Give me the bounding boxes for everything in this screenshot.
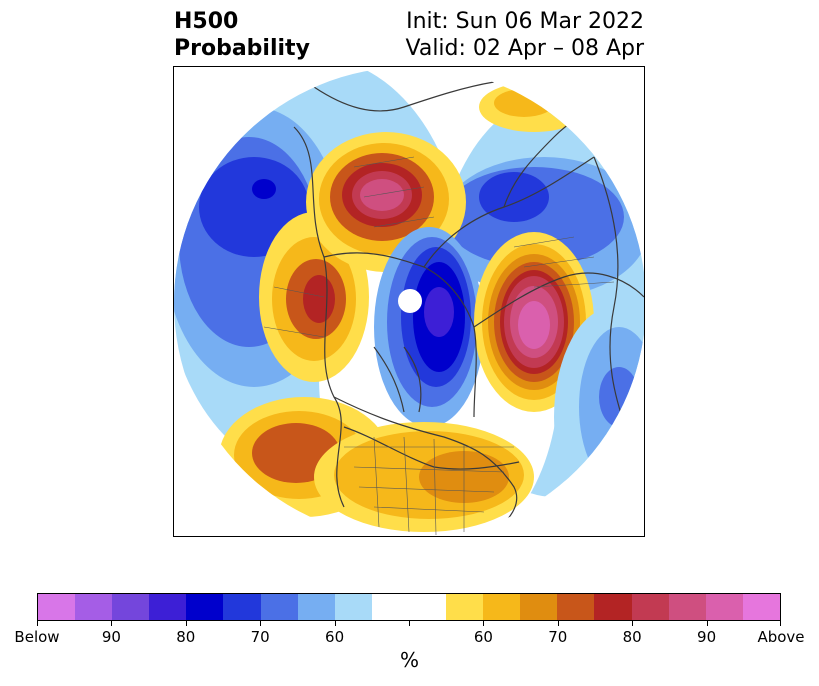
colorbar-swatch (742, 594, 780, 620)
colorbar-tick (334, 621, 336, 626)
colorbar-tick-label: 70 (250, 628, 270, 646)
colorbar-tick-label: 60 (473, 628, 493, 646)
colorbar-tick-label: Below (14, 628, 60, 646)
colorbar-swatch (371, 594, 409, 620)
colorbar-swatch (594, 594, 632, 620)
colorbar-tick-label: Above (757, 628, 805, 646)
chart-title: H500 Probability (174, 8, 310, 62)
colorbar-tick (632, 621, 634, 626)
polar-stereographic-map (174, 67, 644, 536)
colorbar-swatch (520, 594, 558, 620)
anomaly-above-eastern-us (314, 422, 534, 532)
colorbar-tick (557, 621, 559, 626)
colorbar-swatch (223, 594, 261, 620)
colorbar-tick (706, 621, 708, 626)
colorbar-ticks (37, 621, 781, 627)
colorbar-swatch (483, 594, 521, 620)
colorbar-tick (409, 621, 410, 626)
colorbar-tick-label: 90 (101, 628, 121, 646)
forecast-dates: Init: Sun 06 Mar 2022 Valid: 02 Apr – 08… (406, 8, 645, 62)
pole-marker (398, 289, 422, 313)
title-variable: H500 (174, 9, 239, 34)
anomaly-above-north-atlantic (474, 232, 594, 412)
colorbar-swatch (408, 594, 447, 620)
title-metric: Probability (174, 36, 310, 61)
colorbar-swatch (38, 594, 76, 620)
probability-map (173, 66, 645, 537)
colorbar-tick (111, 621, 113, 626)
borders (263, 156, 615, 536)
anomaly-below-arctic (374, 227, 484, 427)
colorbar-swatch (186, 594, 224, 620)
colorbar-tick (260, 621, 262, 626)
colorbar-swatch (631, 594, 669, 620)
colorbar-swatch (112, 594, 150, 620)
colorbar-tick-label: 70 (548, 628, 568, 646)
colorbar-tick (37, 621, 38, 626)
colorbar-tick (780, 621, 781, 626)
anomaly-above-central-asia (479, 82, 589, 132)
valid-range: Valid: 02 Apr – 08 Apr (405, 36, 645, 61)
coastlines (293, 81, 644, 536)
colorbar-tick (483, 621, 485, 626)
colorbar-tick-label: 60 (325, 628, 345, 646)
colorbar-swatch (557, 594, 595, 620)
colorbar-tick-label: 90 (697, 628, 717, 646)
colorbar-swatch (260, 594, 298, 620)
colorbar-swatch (668, 594, 706, 620)
colorbar-unit: % (399, 648, 419, 672)
colorbar-swatch (334, 594, 372, 620)
colorbar-tick-label: 80 (622, 628, 642, 646)
colorbar-tick-label: 80 (176, 628, 196, 646)
colorbar-swatch (446, 594, 484, 620)
colorbar-swatch (705, 594, 743, 620)
init-date: Init: Sun 06 Mar 2022 (406, 9, 644, 34)
colorbar-swatch (149, 594, 187, 620)
colorbar-tick (185, 621, 187, 626)
colorbar-swatch (75, 594, 113, 620)
colorbar (37, 593, 781, 621)
colorbar-swatch (297, 594, 335, 620)
